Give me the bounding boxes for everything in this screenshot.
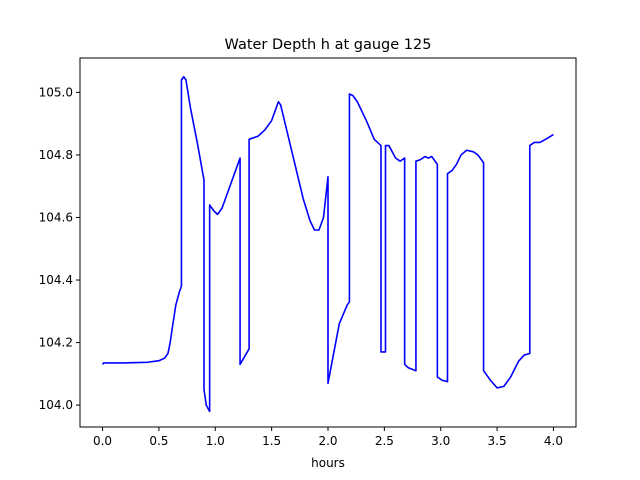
y-axis-ticks: 104.0 104.2 104.4 104.6 104.8 105.0 (39, 85, 80, 412)
y-tick-label: 104.6 (39, 210, 73, 224)
x-axis-label: hours (311, 456, 345, 470)
y-tick-label: 104.2 (39, 336, 73, 350)
x-tick-label: 2.0 (318, 434, 337, 448)
x-tick-label: 1.5 (262, 434, 281, 448)
x-tick-label: 0.0 (93, 434, 112, 448)
x-tick-label: 3.5 (488, 434, 507, 448)
x-tick-label: 0.5 (149, 434, 168, 448)
x-axis-ticks: 0.0 0.5 1.0 1.5 2.0 2.5 3.0 3.5 4.0 (93, 427, 563, 448)
chart-title: Water Depth h at gauge 125 (225, 37, 432, 53)
x-tick-label: 2.5 (375, 434, 394, 448)
y-tick-label: 104.0 (39, 398, 73, 412)
series-line-depth (101, 75, 554, 413)
x-tick-label: 4.0 (544, 434, 563, 448)
x-tick-label: 3.0 (431, 434, 450, 448)
x-tick-label: 1.0 (206, 434, 225, 448)
y-tick-label: 104.4 (39, 273, 73, 287)
y-tick-label: 105.0 (39, 85, 73, 99)
y-tick-label: 104.8 (39, 148, 73, 162)
